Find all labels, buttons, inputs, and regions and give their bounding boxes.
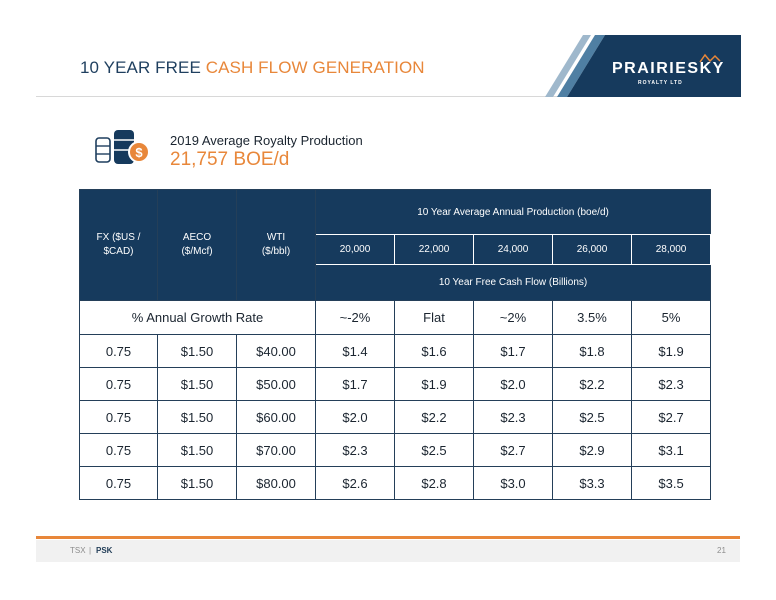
logo-banner [545, 35, 741, 97]
cell-aeco: $1.50 [157, 367, 237, 401]
production-level: 22,000 [394, 234, 474, 265]
footer-separator: | [89, 546, 92, 555]
cell-fcf: $2.5 [552, 400, 632, 434]
cell-fcf: $2.3 [315, 433, 395, 467]
svg-text:$: $ [135, 145, 143, 160]
cell-fcf: $1.4 [315, 334, 395, 368]
cell-fcf: $3.1 [630, 433, 712, 467]
table-row: 0.75 $1.50 $80.00 $2.6 $2.8 $3.0 $3.3 $3… [79, 466, 712, 500]
production-level: 24,000 [473, 234, 553, 265]
cell-fcf: $1.8 [552, 334, 632, 368]
cell-fcf: $2.7 [630, 400, 712, 434]
cash-flow-table: FX ($US / $CAD) AECO ($/Mcf) WTI ($/bbl)… [79, 189, 712, 500]
cell-fcf: $1.7 [473, 334, 553, 368]
footer-accent-bar [36, 536, 740, 539]
footer-exchange: TSX [70, 546, 86, 555]
header-aeco: AECO ($/Mcf) [157, 189, 237, 301]
cell-aeco: $1.50 [157, 466, 237, 500]
header-fx: FX ($US / $CAD) [79, 189, 158, 301]
production-level: 28,000 [630, 234, 712, 265]
growth-rate: 3.5% [552, 300, 632, 335]
cell-fcf: $2.0 [473, 367, 553, 401]
cell-fcf: $2.2 [394, 400, 474, 434]
growth-rate: 5% [630, 300, 712, 335]
cell-fcf: $3.0 [473, 466, 553, 500]
cell-wti: $70.00 [236, 433, 316, 467]
cell-fcf: $2.3 [630, 367, 712, 401]
cell-fx: 0.75 [79, 433, 158, 467]
cell-aeco: $1.50 [157, 400, 237, 434]
header-production: 10 Year Average Annual Production (boe/d… [314, 189, 712, 235]
header-fcf: 10 Year Free Cash Flow (Billions) [314, 264, 712, 301]
table-row: 0.75 $1.50 $60.00 $2.0 $2.2 $2.3 $2.5 $2… [79, 400, 712, 434]
growth-rate: ~2% [473, 300, 553, 335]
oil-barrels-dollar-icon: $ [95, 130, 150, 164]
cell-fcf: $1.7 [315, 367, 395, 401]
production-level: 26,000 [552, 234, 632, 265]
title-main: 10 YEAR FREE [80, 58, 206, 77]
cell-fcf: $1.9 [630, 334, 712, 368]
cell-fcf: $2.6 [315, 466, 395, 500]
growth-rate: ~-2% [315, 300, 395, 335]
cell-fcf: $2.2 [552, 367, 632, 401]
title-accent: CASH FLOW GENERATION [205, 58, 425, 77]
cell-wti: $50.00 [236, 367, 316, 401]
cell-fx: 0.75 [79, 466, 158, 500]
footer-ticker: PSK [96, 546, 113, 555]
header-divider [36, 96, 740, 97]
logo-wordmark: PRAIRIESKY [612, 60, 725, 77]
growth-rate-row: % Annual Growth Rate ~-2% Flat ~2% 3.5% … [79, 300, 712, 335]
cell-fcf: $2.3 [473, 400, 553, 434]
cell-fx: 0.75 [79, 400, 158, 434]
logo-subtext: ROYALTY LTD [638, 80, 683, 86]
cell-aeco: $1.50 [157, 433, 237, 467]
cell-fcf: $2.5 [394, 433, 474, 467]
cell-fcf: $2.0 [315, 400, 395, 434]
production-label: 2019 Average Royalty Production [170, 133, 363, 148]
cell-fcf: $1.6 [394, 334, 474, 368]
table-row: 0.75 $1.50 $50.00 $1.7 $1.9 $2.0 $2.2 $2… [79, 367, 712, 401]
cell-aeco: $1.50 [157, 334, 237, 368]
growth-rate: Flat [394, 300, 474, 335]
cell-wti: $60.00 [236, 400, 316, 434]
cell-wti: $40.00 [236, 334, 316, 368]
table-row: 0.75 $1.50 $70.00 $2.3 $2.5 $2.7 $2.9 $3… [79, 433, 712, 467]
cell-fcf: $3.3 [552, 466, 632, 500]
table-row: 0.75 $1.50 $40.00 $1.4 $1.6 $1.7 $1.8 $1… [79, 334, 712, 368]
header-wti: WTI ($/bbl) [236, 189, 316, 301]
page-title: 10 YEAR FREE CASH FLOW GENERATION [80, 58, 425, 78]
cell-wti: $80.00 [236, 466, 316, 500]
production-value: 21,757 BOE/d [170, 149, 290, 170]
cell-fcf: $2.8 [394, 466, 474, 500]
cell-fcf: $2.9 [552, 433, 632, 467]
production-level: 20,000 [315, 234, 395, 265]
cell-fcf: $1.9 [394, 367, 474, 401]
cell-fcf: $3.5 [630, 466, 712, 500]
growth-rate-label: % Annual Growth Rate [79, 300, 316, 335]
footer-band [36, 540, 740, 562]
cell-fx: 0.75 [79, 334, 158, 368]
cell-fx: 0.75 [79, 367, 158, 401]
cell-fcf: $2.7 [473, 433, 553, 467]
page-number: 21 [717, 546, 726, 555]
